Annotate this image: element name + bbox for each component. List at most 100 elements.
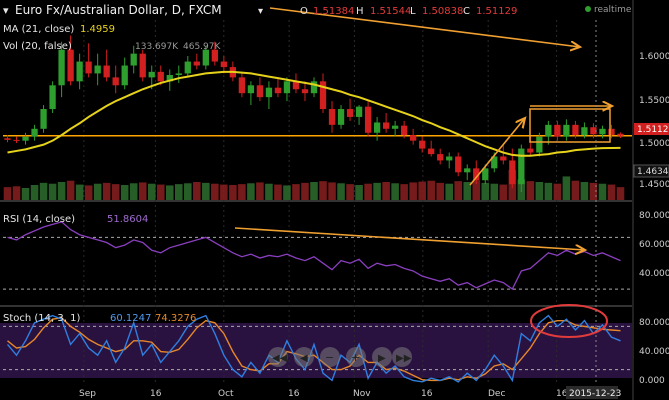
- candle-body: [491, 156, 498, 169]
- volume-bar: [310, 182, 318, 200]
- volume-bar: [283, 185, 291, 200]
- candle-body: [419, 140, 426, 149]
- candle-body: [500, 156, 507, 161]
- mid-price-tag: [633, 164, 669, 178]
- ohlc-l-label: L: [410, 6, 416, 17]
- realtime-label: realtime: [594, 5, 632, 15]
- date-tick: 16: [150, 389, 162, 399]
- candle-body: [563, 124, 570, 137]
- volume-bar: [427, 180, 435, 200]
- stoch-legend-label[interactable]: Stoch (14, 3, 1): [3, 313, 80, 324]
- volume-bar: [84, 185, 93, 200]
- header-legend: ▾ Euro Fx/Australian Dollar, D, FXCM ▾ O…: [3, 3, 632, 324]
- rsi-legend-label[interactable]: RSI (14, close): [3, 214, 75, 225]
- volume-bar: [229, 185, 237, 200]
- candle-body: [4, 138, 11, 140]
- volume-bar: [346, 184, 354, 200]
- candle-body: [581, 127, 588, 136]
- volume-bar: [292, 184, 300, 200]
- volume-bar: [562, 176, 571, 200]
- volume-bar: [382, 182, 390, 200]
- candle-body: [13, 139, 20, 141]
- ohlc-c-value: 1.51129: [476, 6, 517, 17]
- candle-body: [310, 81, 318, 94]
- price-tick: 1.5000: [639, 139, 669, 149]
- candle-body: [103, 65, 110, 78]
- vol-legend-value-2: 465.97K: [183, 42, 221, 52]
- volume-bar: [463, 182, 472, 200]
- volume-bar: [193, 182, 201, 200]
- candle-body: [211, 49, 218, 62]
- candle-body: [319, 81, 327, 110]
- date-tick: 16: [288, 389, 300, 399]
- date-tick: Nov: [353, 389, 371, 399]
- volume-bar: [120, 185, 129, 200]
- date-tick: Sep: [79, 389, 96, 399]
- candle-body: [590, 127, 597, 135]
- volume-bar: [12, 186, 21, 200]
- symbol-dropdown-icon[interactable]: ▾: [3, 4, 9, 17]
- rsi-axis: 80.000 60.000 40.000: [639, 211, 669, 279]
- nav-button-forward[interactable]: ▶: [372, 347, 392, 367]
- symbol-title[interactable]: Euro Fx/Australian Dollar, D, FXCM: [15, 3, 222, 17]
- rsi-line: [7, 221, 621, 291]
- candle-body: [238, 77, 246, 94]
- candle-body: [40, 109, 47, 129]
- candle-body: [247, 85, 255, 94]
- nav-button-zoom-in[interactable]: +: [346, 347, 366, 367]
- volume-bar: [111, 184, 120, 200]
- volume-bar: [21, 188, 30, 200]
- breakout-arrow: [469, 118, 525, 186]
- volume-bar: [391, 183, 399, 200]
- volume-bar: [3, 187, 12, 200]
- candle-body: [509, 160, 516, 185]
- step-forward-icon: ▶: [378, 353, 386, 364]
- volume-bar: [598, 183, 607, 200]
- pane-separator: [0, 305, 632, 307]
- volume-bar: [454, 181, 463, 200]
- price-pane[interactable]: [3, 35, 632, 200]
- chevron-down-icon[interactable]: ▾: [258, 6, 263, 17]
- date-tick: 16: [556, 389, 568, 399]
- vol-legend-value-1: 133.697K: [135, 42, 179, 52]
- nav-button-last[interactable]: ▶▶: [392, 347, 412, 367]
- candle-body: [410, 135, 417, 141]
- candle-body: [437, 154, 444, 161]
- volume-bar: [102, 182, 111, 200]
- volume-bar: [156, 184, 165, 200]
- candle-body: [67, 49, 74, 82]
- candle-body: [112, 77, 119, 86]
- volume-bar: [535, 182, 544, 200]
- candle-body: [400, 125, 408, 136]
- volume-bar: [93, 183, 102, 200]
- rsi-tick: 60.000: [639, 240, 669, 250]
- volume-bar: [274, 184, 282, 200]
- volume-bar: [553, 183, 562, 200]
- vol-legend-label[interactable]: Vol (20, false): [3, 41, 72, 52]
- candle-body: [148, 71, 155, 78]
- pane-separator: [0, 200, 632, 202]
- candle-body: [121, 65, 128, 86]
- stoch-pane[interactable]: [3, 314, 632, 383]
- volume-bar: [616, 187, 625, 200]
- volume-bar: [48, 183, 57, 200]
- volume-bar: [30, 185, 39, 200]
- date-tick: 16: [421, 389, 433, 399]
- volume-bar: [499, 184, 508, 200]
- nav-button-zoom-out[interactable]: −: [320, 347, 340, 367]
- nav-button-back[interactable]: ◀: [294, 347, 314, 367]
- volume-bar: [39, 182, 48, 200]
- candle-body: [373, 122, 381, 133]
- ma-legend-label[interactable]: MA (21, close): [3, 24, 74, 35]
- rsi-pane[interactable]: [3, 221, 632, 291]
- candle-body: [283, 81, 291, 94]
- nav-button-first[interactable]: ◀◀: [268, 347, 288, 367]
- volume-bar: [165, 185, 174, 200]
- candle-body: [94, 65, 101, 74]
- skip-forward-icon: ▶▶: [396, 353, 412, 364]
- candle-body: [292, 81, 300, 90]
- date-tick: Oct: [218, 389, 234, 399]
- candle-body: [446, 156, 453, 161]
- volume-bar: [57, 182, 66, 200]
- volume-bar: [580, 182, 589, 200]
